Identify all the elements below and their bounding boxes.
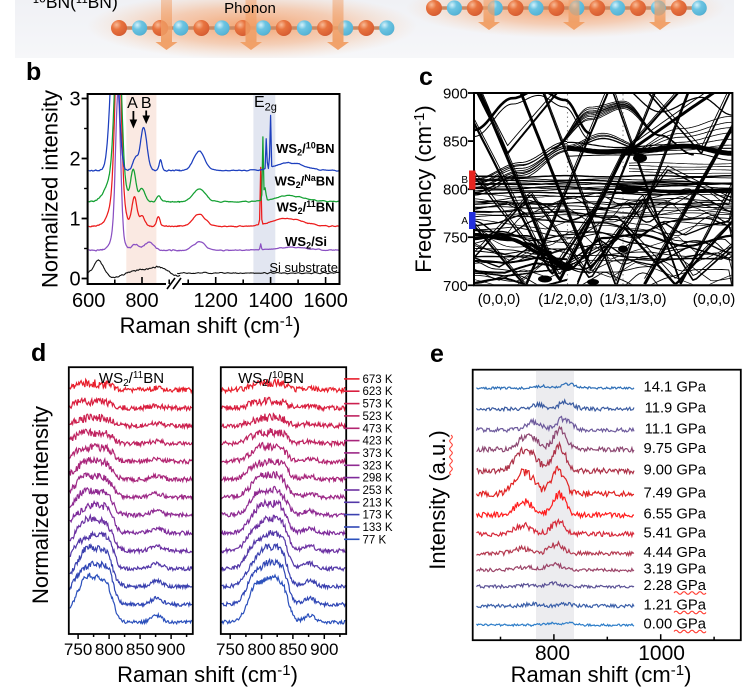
svg-text:Phonon: Phonon [224, 0, 276, 17]
svg-text:3: 3 [69, 89, 80, 111]
svg-text:0.00 GPa: 0.00 GPa [643, 617, 706, 633]
svg-text:673 K: 673 K [363, 374, 393, 386]
svg-text:e: e [430, 340, 444, 368]
svg-text:4.44 GPa: 4.44 GPa [643, 545, 706, 561]
svg-text:7.49 GPa: 7.49 GPa [643, 486, 706, 502]
svg-text:523 K: 523 K [363, 411, 393, 423]
svg-text:Intensity (a.u.): Intensity (a.u.) [425, 430, 450, 569]
svg-text:b: b [26, 58, 41, 86]
svg-text:Frequency (cm-1): Frequency (cm-1) [411, 105, 436, 272]
svg-text:WS2/Si: WS2/Si [285, 234, 327, 251]
svg-text:WS2/10BN: WS2/10BN [238, 370, 304, 389]
svg-text:900: 900 [157, 640, 185, 659]
svg-text:750: 750 [64, 640, 92, 659]
svg-text:473 K: 473 K [363, 423, 393, 435]
svg-text:3.19 GPa: 3.19 GPa [643, 562, 706, 578]
svg-text:700: 700 [443, 278, 468, 295]
svg-text:800: 800 [247, 640, 275, 659]
svg-text:14.1 GPa: 14.1 GPa [643, 380, 706, 396]
svg-text:298 K: 298 K [363, 473, 393, 485]
svg-text:(1/3,1/3,0): (1/3,1/3,0) [600, 292, 667, 308]
svg-text:1600: 1600 [303, 290, 348, 312]
svg-text:Raman shift (cm-1): Raman shift (cm-1) [511, 662, 692, 687]
svg-text:750: 750 [443, 230, 468, 247]
svg-text:173 K: 173 K [363, 510, 393, 522]
svg-text:213 K: 213 K [363, 497, 393, 509]
svg-text:Raman shift (cm-1): Raman shift (cm-1) [120, 313, 301, 338]
svg-text:623 K: 623 K [363, 386, 393, 398]
svg-text:Normalized intensity: Normalized intensity [38, 90, 63, 288]
svg-text:(0,0,0): (0,0,0) [478, 292, 520, 308]
svg-text:WS2/10BN: WS2/10BN [276, 141, 334, 158]
svg-text:800: 800 [535, 642, 570, 665]
svg-text:1: 1 [69, 209, 80, 231]
svg-text:¹⁰BN(¹¹BN): ¹⁰BN(¹¹BN) [33, 0, 118, 12]
svg-text:2.28 GPa: 2.28 GPa [643, 578, 706, 594]
svg-text:800: 800 [95, 640, 123, 659]
svg-text:1.21 GPa: 1.21 GPa [643, 598, 706, 614]
svg-text:6.55 GPa: 6.55 GPa [643, 507, 706, 523]
svg-text:B: B [461, 175, 468, 186]
svg-text:2: 2 [69, 149, 80, 171]
svg-text:900: 900 [310, 640, 338, 659]
svg-text:423 K: 423 K [363, 436, 393, 448]
svg-text:9.00 GPa: 9.00 GPa [643, 463, 706, 479]
svg-text:800: 800 [443, 182, 468, 199]
svg-text:Raman shift (cm-1): Raman shift (cm-1) [117, 662, 298, 687]
svg-text:900: 900 [443, 86, 468, 103]
svg-text:573 K: 573 K [363, 399, 393, 411]
svg-text:373 K: 373 K [363, 448, 393, 460]
svg-text:0: 0 [69, 269, 80, 291]
svg-text:850: 850 [443, 134, 468, 151]
svg-text:800: 800 [125, 290, 158, 312]
svg-text:A: A [127, 95, 138, 112]
svg-text:11.9 GPa: 11.9 GPa [645, 401, 707, 417]
svg-text:77 K: 77 K [363, 534, 387, 546]
svg-text:WS2/11BN: WS2/11BN [277, 199, 335, 216]
svg-text:B: B [141, 95, 152, 112]
svg-text:253 K: 253 K [363, 485, 393, 497]
svg-text:d: d [31, 339, 46, 367]
svg-text:(1/2,0,0): (1/2,0,0) [538, 292, 593, 308]
svg-text:Si substrate: Si substrate [269, 260, 338, 275]
svg-text:750: 750 [216, 640, 244, 659]
svg-text:1000: 1000 [638, 642, 685, 665]
svg-text:850: 850 [126, 640, 154, 659]
svg-text:WS2/11BN: WS2/11BN [99, 370, 164, 389]
svg-text:9.75 GPa: 9.75 GPa [643, 441, 706, 457]
svg-text:A: A [461, 216, 468, 227]
svg-text:c: c [419, 63, 433, 91]
svg-text:1400: 1400 [248, 290, 293, 312]
svg-text:WS2/NaBN: WS2/NaBN [275, 173, 335, 190]
svg-text:1200: 1200 [193, 290, 238, 312]
svg-text:11.1 GPa: 11.1 GPa [645, 422, 707, 438]
svg-text:600: 600 [72, 290, 105, 312]
svg-text:323 K: 323 K [363, 460, 393, 472]
svg-text:5.41 GPa: 5.41 GPa [643, 526, 706, 542]
svg-text:(0,0,0): (0,0,0) [693, 292, 735, 308]
svg-text:Normalized intensity: Normalized intensity [28, 406, 53, 604]
svg-text:850: 850 [279, 640, 307, 659]
svg-text:133 K: 133 K [363, 522, 393, 534]
